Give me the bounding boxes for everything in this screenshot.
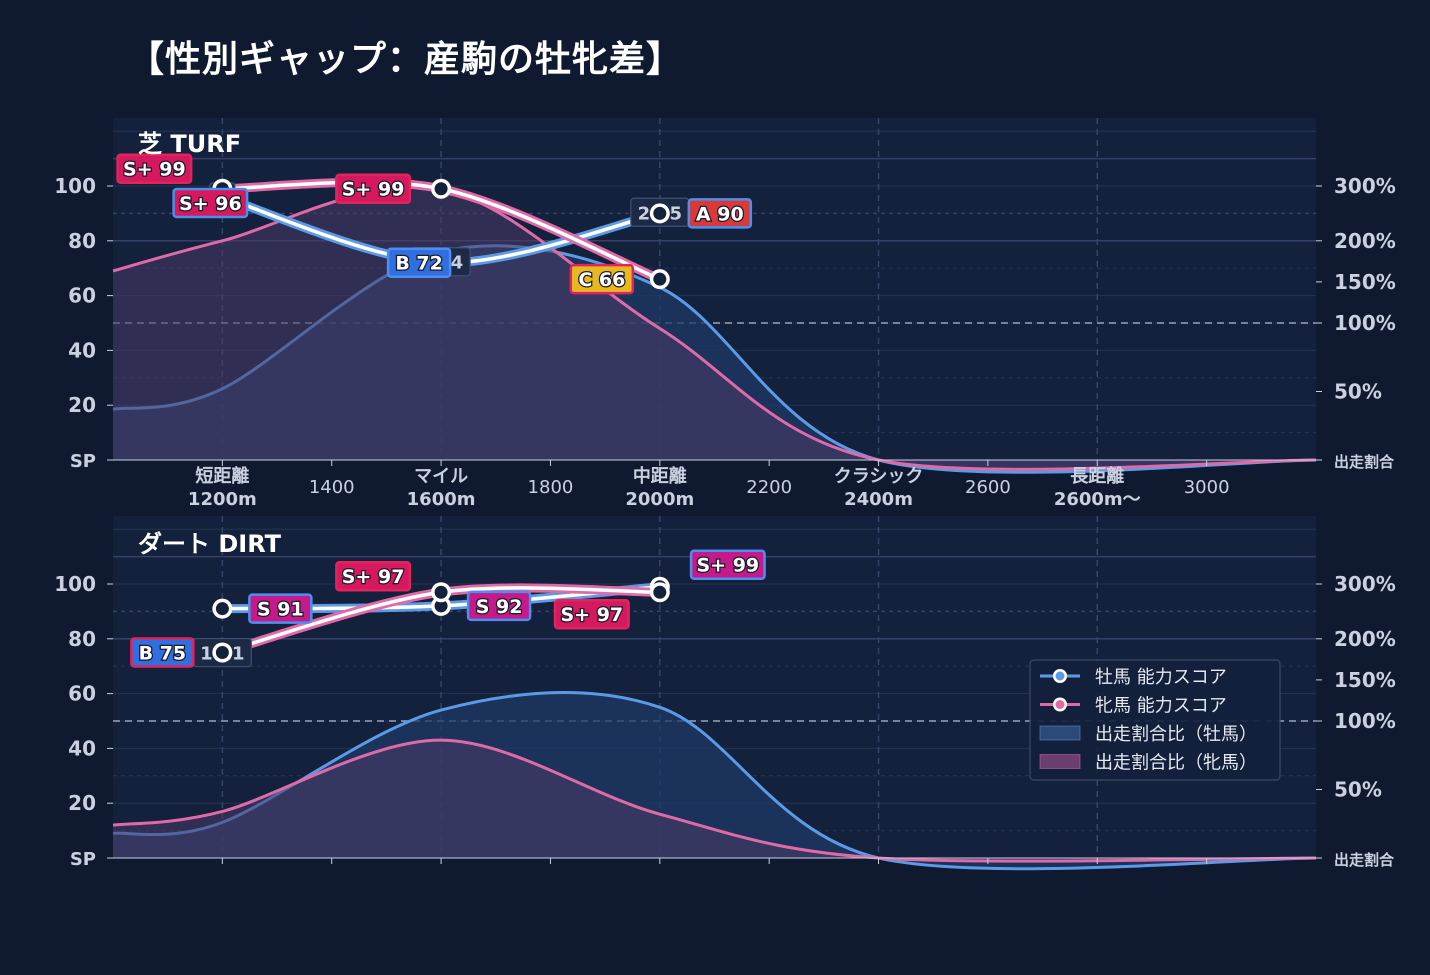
grade-badge — [687, 198, 753, 229]
legend-label: 牝馬 能力スコア — [1095, 696, 1227, 717]
grade-badge-label: B 75 — [139, 643, 187, 665]
legend-label: 出走割合比（牡馬） — [1095, 724, 1257, 745]
y2-tick-label: 300% — [1334, 174, 1396, 198]
y-tick-label: 20 — [68, 791, 96, 815]
score-marker-inner — [434, 182, 448, 196]
x-tick-label: クラシック — [834, 466, 924, 487]
y2-tick-label: 200% — [1334, 627, 1396, 651]
y-tick-label: SP — [70, 849, 96, 870]
x-tick-label: 1400 — [309, 477, 355, 498]
grade-badge — [689, 549, 766, 580]
legend-label: 牡馬 能力スコア — [1095, 667, 1227, 688]
y2-tick-label: 150% — [1334, 270, 1396, 294]
area-fill-female — [113, 740, 1316, 862]
panel-title: ダート DIRT — [138, 530, 282, 558]
grade-badge — [116, 153, 193, 184]
y2-tick-label: 100% — [1334, 311, 1396, 335]
x-tick-label: 長距離 — [1070, 465, 1124, 487]
score-marker-inner — [653, 585, 667, 599]
grade-badge-label: S+ 97 — [560, 604, 623, 626]
legend-box — [1029, 659, 1281, 781]
grade-badge-label: A 90 — [696, 203, 744, 225]
x-tick-sublabel: 2000m — [625, 489, 694, 510]
grade-badge — [172, 187, 249, 219]
grade-badge-label: S+ 99 — [342, 179, 405, 201]
x-tick-sublabel: 1600m — [407, 489, 476, 510]
grade-badge — [553, 598, 630, 630]
x-tick-label: 短距離 — [195, 465, 249, 487]
y2-tick-label: 出走割合 — [1334, 453, 1395, 471]
legend-swatch — [1039, 754, 1081, 769]
y-tick-label: 80 — [68, 627, 96, 651]
y-tick-label: 40 — [68, 736, 96, 760]
score-marker-inner — [653, 206, 667, 220]
score-marker-inner — [215, 602, 229, 616]
x-tick-sublabel: 2600m〜 — [1054, 489, 1141, 510]
panel-title: 芝 TURF — [138, 130, 241, 158]
score-marker-inner — [434, 585, 448, 599]
grade-badge-label: B 72 — [395, 253, 443, 275]
y2-tick-label: 50% — [1334, 778, 1382, 802]
grade-badge — [386, 247, 452, 278]
grade-badge — [335, 173, 412, 204]
y-tick-label: 60 — [68, 682, 96, 706]
y2-tick-label: 出走割合 — [1334, 851, 1395, 869]
grade-badge — [248, 593, 313, 624]
y2-tick-label: 300% — [1334, 572, 1396, 596]
x-tick-label: マイル — [414, 466, 468, 487]
page-title: 【性別ギャップ：産駒の牡牝差】 — [128, 39, 684, 80]
grade-badge-label: S 92 — [476, 596, 523, 618]
legend-marker-inner — [1055, 671, 1065, 681]
y-tick-label: 40 — [68, 338, 96, 362]
grade-badge — [569, 263, 635, 295]
y-tick-label: SP — [70, 451, 96, 472]
chart-panel-0: 326.423.5S+ 96B 72A 90S+ 99S+ 99C 66芝 TU… — [54, 118, 1396, 510]
y2-tick-label: 50% — [1334, 380, 1382, 404]
x-tick-sublabel: 1200m — [188, 489, 257, 510]
y2-tick-label: 200% — [1334, 229, 1396, 253]
x-tick-label: 2600 — [965, 477, 1011, 498]
x-tick-sublabel: 2400m — [844, 489, 913, 510]
y-tick-label: 60 — [68, 284, 96, 308]
y2-tick-label: 150% — [1334, 668, 1396, 692]
area-line-female — [112, 738, 1317, 863]
legend-label: 出走割合比（牝馬） — [1095, 753, 1257, 774]
grade-badge-label: S+ 99 — [696, 555, 759, 577]
y-tick-label: 100 — [54, 174, 96, 198]
y-tick-label: 100 — [54, 572, 96, 596]
score-marker-inner — [434, 599, 448, 613]
x-tick-label: 中距離 — [633, 465, 687, 487]
grade-badge-label: C 66 — [578, 269, 625, 291]
legend-marker-inner — [1055, 700, 1065, 709]
legend-swatch — [1039, 725, 1081, 741]
score-marker-inner — [215, 646, 229, 659]
grade-badge-label: S+ 96 — [179, 193, 242, 215]
y-tick-label: 20 — [68, 393, 96, 417]
grade-badge-label: S+ 99 — [123, 159, 186, 181]
grade-badge — [130, 637, 195, 668]
area-line-female — [112, 184, 1317, 471]
grade-badge — [466, 590, 532, 622]
x-tick-label: 2200 — [746, 477, 792, 498]
y-tick-label: 80 — [68, 229, 96, 253]
grade-badge-label: S+ 97 — [342, 566, 405, 588]
x-tick-label: 1800 — [528, 477, 574, 498]
y2-tick-label: 100% — [1334, 709, 1396, 733]
score-marker-inner — [653, 272, 667, 286]
grade-badge — [335, 560, 412, 592]
x-tick-label: 3000 — [1184, 477, 1230, 498]
grade-badge-label: S 91 — [257, 599, 304, 621]
